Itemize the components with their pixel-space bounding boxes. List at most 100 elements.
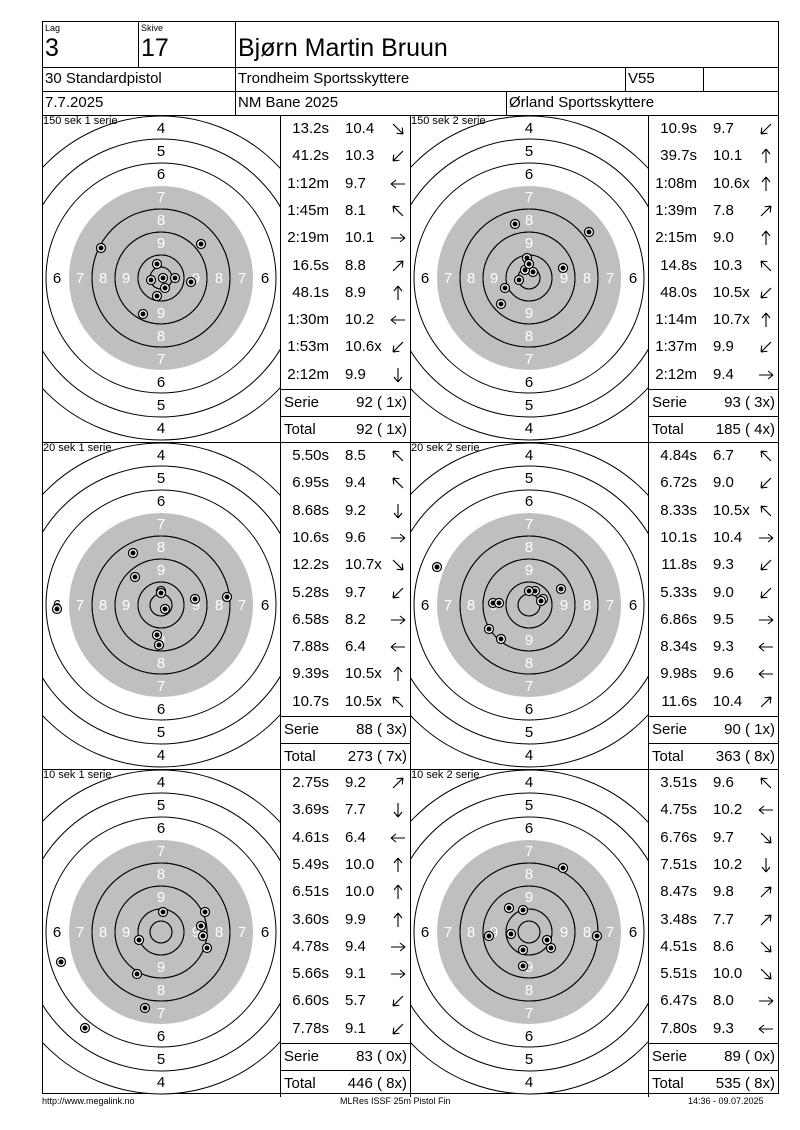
shot-time: 5.33s <box>660 583 697 601</box>
serie-label: Serie <box>652 721 688 738</box>
series-block: 4 4 5 5 6 6 6 6 7 7 7 7 8 8 8 8 9 9 9 9 10 sek 1 serie 2.75s 9… <box>43 770 411 1097</box>
shot-time: 3.69s <box>292 801 329 819</box>
target-area: 4455666677778888999920 sek 2 serie <box>411 443 649 770</box>
ring-number: 8 <box>157 982 165 999</box>
ring-number: 6 <box>525 820 533 837</box>
ring-number: 4 <box>525 747 533 764</box>
shot-list: 3.51s 9.6 4.75s 10.2 6.76s 9.7 7.51s 10.2 8.47s 9… <box>649 770 779 1097</box>
shot-row: 4.75s 10.2 <box>649 797 779 824</box>
date-text: 7.7.2025 <box>45 94 104 111</box>
shot-hole <box>517 944 529 956</box>
ring-7 <box>69 513 253 697</box>
shot-time: 1:45m <box>287 201 329 219</box>
shot-value: 10.1 <box>345 229 375 247</box>
shot-time: 10.7s <box>292 692 329 710</box>
ring-number: 5 <box>157 143 165 160</box>
shot-hole <box>199 906 211 918</box>
shot-value: 8.1 <box>345 201 366 219</box>
shot-value: 10.0 <box>713 965 743 983</box>
shot-row: 12.2s 10.7x <box>281 552 411 579</box>
shot-hole <box>545 942 557 954</box>
shot-row: 7.78s 9.1 <box>281 1016 411 1043</box>
serie-score: 92 ( 1x) <box>356 394 407 411</box>
ring-7 <box>437 513 621 697</box>
ring-line <box>482 558 576 652</box>
total-row: Total 92 ( 1x) <box>281 416 411 443</box>
organizer-cell: Ørland Sportsskyttere <box>507 92 779 116</box>
shot-value: 8.9 <box>345 283 366 301</box>
shot-time: 5.66s <box>292 965 329 983</box>
shot-time: 13.2s <box>292 120 329 137</box>
shot-hole <box>519 264 531 276</box>
ring-number: 7 <box>157 843 165 860</box>
direction-arrow-icon <box>760 123 772 135</box>
ring-number: 9 <box>157 235 165 252</box>
serie-label: Serie <box>284 1048 320 1065</box>
shot-value: 10.4 <box>345 120 375 137</box>
score-sheet: Lag 3 Skive 17 Bjørn Martin Bruun 30 Sta… <box>42 21 779 1097</box>
direction-arrow-icon <box>758 642 773 652</box>
shot-list: 2.75s 9.2 3.69s 7.7 4.61s 6.4 5.49s 10.0 6.51s 10… <box>281 770 411 1097</box>
direction-arrow-icon <box>392 559 404 571</box>
direction-arrow-icon <box>761 230 771 246</box>
ring-number: 6 <box>53 924 61 941</box>
shot-time: 12.2s <box>292 556 329 574</box>
direction-arrow-icon <box>392 205 404 217</box>
ring-number: 5 <box>525 143 533 160</box>
shot-hole <box>431 561 443 573</box>
ring-number: 9 <box>122 270 130 287</box>
shot-row: 2:15m 9.0 <box>649 225 779 252</box>
shot-hole <box>151 258 163 270</box>
ring-number: 7 <box>525 843 533 860</box>
ring-number: 9 <box>525 959 533 976</box>
serie-score: 90 ( 1x) <box>724 721 775 738</box>
ring-number: 6 <box>261 270 269 287</box>
ring-number: 8 <box>157 539 165 556</box>
shot-value: 9.6 <box>345 528 366 546</box>
direction-arrow-icon <box>393 803 403 818</box>
shot-hole <box>583 226 595 238</box>
shot-time: 48.0s <box>660 283 697 301</box>
footer-url[interactable]: http://www.megalink.no <box>42 1096 135 1106</box>
direction-arrow-icon <box>760 205 772 217</box>
ring-number: 4 <box>525 447 533 464</box>
ring-number: 5 <box>525 470 533 487</box>
ring-number: 6 <box>421 597 429 614</box>
series-block: 4 4 5 5 6 6 6 6 7 7 7 7 8 8 8 8 9 9 9 9 150 sek 2 serie 10.9s… <box>411 116 779 443</box>
ring-number: 5 <box>157 470 165 487</box>
ring-line <box>91 862 231 1002</box>
ring-line <box>149 920 173 944</box>
ring-number: 9 <box>157 562 165 579</box>
shot-hole <box>517 960 529 972</box>
shot-hole <box>503 902 515 914</box>
ring-number: 8 <box>583 597 591 614</box>
shot-row: 1:45m 8.1 <box>281 198 411 225</box>
ring-number: 7 <box>157 678 165 695</box>
shot-time: 4.75s <box>660 801 697 819</box>
shot-time: 7.78s <box>292 1019 329 1037</box>
shot-time: 5.50s <box>292 447 329 464</box>
direction-arrow-icon <box>761 312 771 328</box>
ring-number: 6 <box>525 1028 533 1045</box>
ring-number: 4 <box>157 747 165 764</box>
direction-arrow-icon <box>392 450 404 462</box>
shot-row: 4.61s 6.4 <box>281 825 411 852</box>
shot-row: 9.39s 10.5x <box>281 661 411 688</box>
shot-value: 9.9 <box>345 910 366 928</box>
series-block: 4 4 5 5 6 6 6 6 7 7 7 7 8 8 8 8 9 9 9 9 150 sek 1 serie 13.2s… <box>43 116 411 443</box>
shot-value: 10.3 <box>713 256 743 274</box>
shot-time: 1:12m <box>287 174 329 192</box>
ring-number: 6 <box>525 493 533 510</box>
shot-time: 1:08m <box>655 174 697 192</box>
ring-number: 8 <box>215 597 223 614</box>
shot-value: 6.4 <box>345 638 366 656</box>
ring-number: 8 <box>467 270 475 287</box>
series-block: 4455666677778888999920 sek 1 serie5.50s8… <box>43 443 411 770</box>
shot-hole <box>151 629 163 641</box>
shot-value: 9.2 <box>345 501 366 519</box>
ring-line <box>459 208 599 348</box>
shot-value: 9.7 <box>713 120 734 137</box>
shot-row: 1:53m 10.6x <box>281 334 411 361</box>
